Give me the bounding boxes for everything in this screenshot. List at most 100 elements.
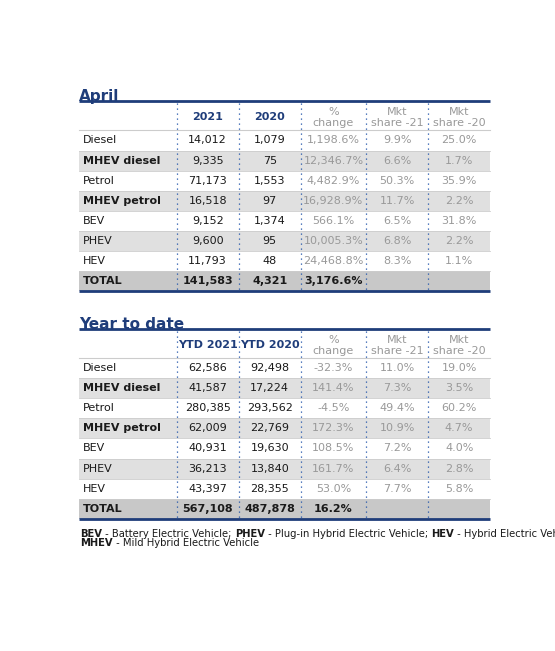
Text: 60.2%: 60.2%	[441, 404, 477, 413]
Text: MHEV diesel: MHEV diesel	[83, 383, 160, 393]
Text: Year to date: Year to date	[79, 318, 184, 333]
Text: %
change: % change	[313, 107, 354, 128]
Text: PHEV: PHEV	[83, 236, 112, 245]
Text: 11,793: 11,793	[188, 256, 227, 266]
Text: - Hybrid Electric Vehicle,: - Hybrid Electric Vehicle,	[454, 529, 555, 539]
Text: 14,012: 14,012	[188, 135, 227, 145]
Text: 17,224: 17,224	[250, 383, 289, 393]
Text: 16,928.9%: 16,928.9%	[303, 195, 364, 206]
Bar	[79, 419, 490, 439]
Text: BEV: BEV	[83, 215, 105, 225]
Text: -32.3%: -32.3%	[314, 363, 353, 374]
Text: 12,346.7%: 12,346.7%	[304, 156, 364, 165]
Bar	[79, 271, 490, 290]
Text: 35.9%: 35.9%	[441, 176, 477, 186]
Text: PHEV: PHEV	[83, 464, 112, 473]
Text: 108.5%: 108.5%	[312, 443, 355, 454]
Text: 10.9%: 10.9%	[380, 423, 415, 434]
Text: 8.3%: 8.3%	[383, 256, 411, 266]
Text: April: April	[79, 89, 119, 104]
Text: HEV: HEV	[83, 484, 105, 493]
Text: 4,321: 4,321	[252, 275, 287, 286]
Text: BEV: BEV	[83, 443, 105, 454]
Text: 2.8%: 2.8%	[445, 464, 473, 473]
Text: - Plug-in Hybrid Electric Vehicle;: - Plug-in Hybrid Electric Vehicle;	[265, 529, 431, 539]
Text: BEV: BEV	[80, 529, 102, 539]
Text: 141,583: 141,583	[183, 275, 233, 286]
Text: 2020: 2020	[254, 113, 285, 122]
Text: 53.0%: 53.0%	[316, 484, 351, 493]
Text: 31.8%: 31.8%	[441, 215, 477, 225]
Text: 43,397: 43,397	[188, 484, 227, 493]
Text: 1,079: 1,079	[254, 135, 286, 145]
Text: 2.2%: 2.2%	[445, 236, 473, 245]
Text: 6.4%: 6.4%	[383, 464, 411, 473]
Text: Mkt
share -21: Mkt share -21	[371, 107, 423, 128]
Text: 13,840: 13,840	[250, 464, 289, 473]
Text: HEV: HEV	[83, 256, 105, 266]
Text: 7.3%: 7.3%	[383, 383, 411, 393]
Text: 3,176.6%: 3,176.6%	[304, 275, 362, 286]
Text: Diesel: Diesel	[83, 363, 117, 374]
Text: 1.7%: 1.7%	[445, 156, 473, 165]
Text: 36,213: 36,213	[188, 464, 227, 473]
Text: 1,553: 1,553	[254, 176, 285, 186]
Text: 1,374: 1,374	[254, 215, 286, 225]
Text: 293,562: 293,562	[247, 404, 292, 413]
Text: 22,769: 22,769	[250, 423, 289, 434]
Text: 9,600: 9,600	[192, 236, 224, 245]
Text: 10,005.3%: 10,005.3%	[304, 236, 364, 245]
Text: 48: 48	[263, 256, 277, 266]
Text: YTD 2021: YTD 2021	[178, 340, 238, 350]
Text: 49.4%: 49.4%	[379, 404, 415, 413]
Text: 4,482.9%: 4,482.9%	[307, 176, 360, 186]
Text: 50.3%: 50.3%	[380, 176, 415, 186]
Text: Diesel: Diesel	[83, 135, 117, 145]
Text: 172.3%: 172.3%	[312, 423, 355, 434]
Text: 28,355: 28,355	[250, 484, 289, 493]
Text: 141.4%: 141.4%	[312, 383, 355, 393]
Text: 16.2%: 16.2%	[314, 504, 353, 514]
Text: 5.8%: 5.8%	[445, 484, 473, 493]
Text: 6.8%: 6.8%	[383, 236, 411, 245]
Text: 9,335: 9,335	[192, 156, 224, 165]
Text: 566.1%: 566.1%	[312, 215, 355, 225]
Text: PHEV: PHEV	[235, 529, 265, 539]
Text: 16,518: 16,518	[188, 195, 227, 206]
Text: 567,108: 567,108	[183, 504, 233, 514]
Text: Mkt
share -20: Mkt share -20	[433, 335, 486, 356]
Text: 24,468.8%: 24,468.8%	[303, 256, 364, 266]
Text: TOTAL: TOTAL	[83, 275, 122, 286]
Text: 2021: 2021	[192, 113, 223, 122]
Text: 4.7%: 4.7%	[445, 423, 473, 434]
Text: Petrol: Petrol	[83, 404, 114, 413]
Text: MHEV diesel: MHEV diesel	[83, 156, 160, 165]
Text: 9,152: 9,152	[192, 215, 224, 225]
Bar	[79, 378, 490, 398]
Text: 6.5%: 6.5%	[383, 215, 411, 225]
Text: 19,630: 19,630	[250, 443, 289, 454]
Text: 11.7%: 11.7%	[380, 195, 415, 206]
Text: MHEV petrol: MHEV petrol	[83, 195, 160, 206]
Text: Petrol: Petrol	[83, 176, 114, 186]
Text: YTD 2020: YTD 2020	[240, 340, 300, 350]
Text: 487,878: 487,878	[244, 504, 295, 514]
Text: 161.7%: 161.7%	[312, 464, 355, 473]
Bar	[79, 150, 490, 171]
Text: MHEV: MHEV	[80, 538, 113, 547]
Text: 1,198.6%: 1,198.6%	[307, 135, 360, 145]
Text: -4.5%: -4.5%	[317, 404, 350, 413]
Text: 4.0%: 4.0%	[445, 443, 473, 454]
Bar	[79, 191, 490, 210]
Text: 40,931: 40,931	[188, 443, 227, 454]
Text: HEV: HEV	[431, 529, 454, 539]
Text: 7.7%: 7.7%	[383, 484, 411, 493]
Text: MHEV petrol: MHEV petrol	[83, 423, 160, 434]
Text: 62,009: 62,009	[188, 423, 227, 434]
Text: 95: 95	[263, 236, 277, 245]
Text: 97: 97	[263, 195, 277, 206]
Text: 41,587: 41,587	[188, 383, 227, 393]
Bar	[79, 230, 490, 251]
Bar	[79, 499, 490, 519]
Text: Mkt
share -21: Mkt share -21	[371, 335, 423, 356]
